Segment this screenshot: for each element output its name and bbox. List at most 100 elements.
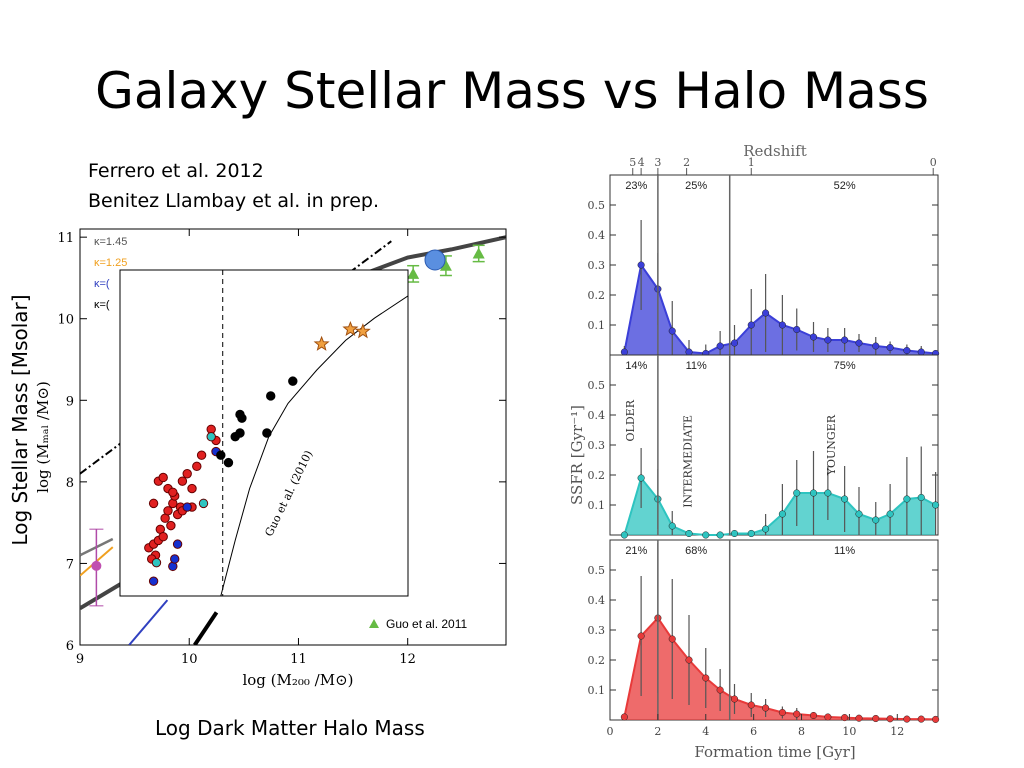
ssfr-point bbox=[668, 327, 676, 335]
epoch-percent: 21% bbox=[625, 545, 647, 557]
inset-red-point bbox=[187, 483, 197, 494]
epoch-percent: 75% bbox=[834, 360, 856, 372]
epoch-percent: 52% bbox=[834, 180, 856, 192]
ssfr-point bbox=[886, 715, 894, 723]
ssfr-point bbox=[778, 708, 786, 717]
inset-blue-point bbox=[172, 539, 183, 549]
ssfr-point bbox=[762, 525, 770, 533]
ssfr-point bbox=[824, 713, 832, 721]
ssfr-point bbox=[685, 529, 693, 538]
ssfr-y-tick-label: 0.3 bbox=[588, 439, 606, 452]
epoch-region-label: OLDER bbox=[624, 399, 637, 441]
ssfr-point bbox=[932, 501, 940, 509]
ssfr-area bbox=[624, 265, 936, 355]
ssfr-y-tick-label: 0.2 bbox=[588, 469, 606, 482]
formation-time-label: Formation time [Gyr] bbox=[694, 743, 855, 761]
left-y-tick-label: 7 bbox=[66, 557, 74, 572]
inset-black-point bbox=[216, 450, 226, 460]
inset-red-point bbox=[148, 498, 159, 509]
ssfr-y-tick-label: 0.5 bbox=[588, 379, 606, 392]
ssfr-point bbox=[637, 632, 645, 640]
ssfr-point bbox=[809, 333, 818, 341]
ssfr-y-tick-label: 0.5 bbox=[588, 564, 606, 577]
kappa-black-line bbox=[193, 611, 219, 645]
ssfr-point bbox=[637, 474, 645, 482]
epoch-percent: 23% bbox=[625, 180, 647, 192]
ssfr-point bbox=[730, 695, 739, 703]
ssfr-point bbox=[620, 713, 628, 721]
inset-guo2010-curve bbox=[220, 295, 408, 596]
formation-time-tick-label: 8 bbox=[798, 725, 805, 738]
ssfr-point bbox=[762, 704, 770, 712]
left-x-tick-label: 10 bbox=[181, 652, 198, 667]
ssfr-point bbox=[730, 339, 739, 347]
ssfr-y-tick-label: 0.3 bbox=[588, 624, 606, 637]
ssfr-point bbox=[872, 516, 880, 524]
ssfr-point bbox=[917, 348, 925, 356]
ssfr-point bbox=[855, 714, 863, 722]
slide-title: Galaxy Stellar Mass vs Halo Mass bbox=[95, 62, 929, 120]
inset-red-point bbox=[192, 461, 202, 472]
kappa-legend-entry: κ=( bbox=[94, 278, 110, 290]
inset-black-point bbox=[235, 428, 245, 438]
guo2011-point bbox=[472, 247, 485, 259]
ssfr-y-tick-label: 0.5 bbox=[588, 199, 606, 212]
kappa-legend-entry: κ=( bbox=[94, 299, 110, 311]
left-x-tick-label: 11 bbox=[290, 652, 307, 667]
ssfr-y-tick-label: 0.1 bbox=[588, 499, 606, 512]
left-x-axis-label: log (M₂₀₀ /M⊙) bbox=[242, 671, 353, 689]
epoch-percent: 68% bbox=[685, 545, 707, 557]
left-y-tick-label: 10 bbox=[57, 313, 74, 328]
inset-cyan-point bbox=[198, 498, 209, 509]
inset-red-point bbox=[177, 476, 188, 486]
kappa-legend-entry: κ=1.45 bbox=[94, 236, 127, 248]
ssfr-point bbox=[778, 321, 786, 329]
inset-blue-point bbox=[170, 554, 180, 564]
ssfr-point bbox=[747, 701, 755, 709]
ssfr-point bbox=[685, 348, 693, 356]
formation-time-tick-label: 10 bbox=[842, 725, 856, 738]
ssfr-point bbox=[620, 531, 628, 539]
ssfr-point bbox=[668, 522, 676, 530]
ssfr-point bbox=[809, 489, 818, 497]
stellar-halo-mass-chart: 9 10 11 12 6 7 8 9 10 11 log (M₂₀₀ /M⊙) log (Mₘₐₗ… bbox=[34, 228, 507, 689]
redshift-tick-label: 3 bbox=[654, 156, 661, 169]
ssfr-y-tick-label: 0.2 bbox=[588, 289, 606, 302]
inset-star-point bbox=[354, 323, 371, 339]
inset-black-point bbox=[237, 413, 247, 423]
ssfr-point bbox=[855, 339, 863, 347]
ssfr-point bbox=[716, 342, 724, 350]
left-x-tick-label: 9 bbox=[76, 652, 84, 667]
ssfr-point bbox=[778, 510, 786, 518]
ssfr-area bbox=[624, 618, 936, 720]
ssfr-point bbox=[841, 495, 849, 503]
ssfr-y-tick-label: 0.1 bbox=[588, 319, 606, 332]
left-y-tick-label: 11 bbox=[57, 231, 74, 246]
ssfr-point bbox=[841, 336, 849, 344]
ssfr-y-tick-label: 0.1 bbox=[588, 684, 606, 697]
left-y-tick-label: 9 bbox=[66, 394, 74, 409]
ssfr-point bbox=[855, 510, 863, 518]
ssfr-axis-label: SSFR [Gyr⁻¹] bbox=[568, 405, 586, 505]
formation-time-tick-label: 12 bbox=[890, 725, 904, 738]
epoch-region-label: YOUNGER bbox=[825, 414, 838, 476]
redshift-tick-label: 2 bbox=[683, 156, 690, 169]
ssfr-point bbox=[747, 529, 755, 538]
ssfr-point bbox=[637, 261, 645, 269]
ssfr-point bbox=[917, 493, 925, 502]
ssfr-point bbox=[886, 343, 894, 352]
left-y-tick-label: 6 bbox=[66, 639, 74, 654]
guo2011-legend-label: Guo et al. 2011 bbox=[386, 617, 467, 631]
ssfr-point bbox=[872, 714, 880, 723]
inset-star-point bbox=[342, 320, 359, 336]
guo2011-legend-marker bbox=[369, 619, 379, 628]
inset-red-point bbox=[163, 506, 173, 516]
formation-time-tick-label: 4 bbox=[702, 725, 709, 738]
ssfr-area bbox=[624, 478, 936, 535]
ssfr-point bbox=[702, 531, 710, 539]
ssfr-point bbox=[620, 348, 628, 356]
ssfr-point bbox=[762, 309, 770, 317]
ssfr-point bbox=[841, 714, 849, 722]
ssfr-point bbox=[903, 495, 911, 503]
left-y-tick-label: 8 bbox=[66, 476, 74, 491]
